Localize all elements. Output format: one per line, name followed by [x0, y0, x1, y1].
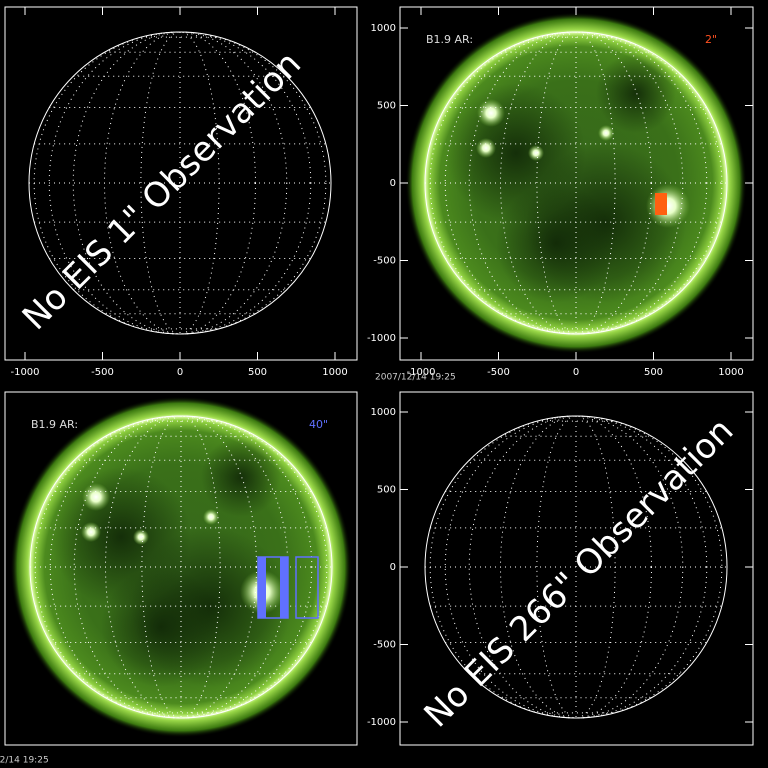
timestamp: 2007/12/14 19:25 [0, 756, 49, 766]
bright-point [82, 483, 110, 511]
coronal-hole [101, 567, 221, 687]
grid-longitude [34, 415, 328, 719]
y-tick-label: 1000 [371, 23, 396, 34]
grid-longitude [48, 31, 312, 335]
grid-longitude [140, 31, 220, 335]
panel-frame [399, 391, 754, 746]
grid-longitude [49, 415, 313, 719]
solar-limb [424, 31, 728, 335]
eis-slit [655, 193, 667, 215]
slit-label: 2" [705, 33, 717, 46]
solar-limb [29, 415, 333, 719]
x-tick-label: 1000 [718, 367, 743, 378]
y-tick-label: -500 [373, 640, 396, 651]
panel: B1.9 AR: 40" 2007/12/14 19:25 [0, 391, 358, 766]
bright-point [476, 138, 496, 158]
bright-point [203, 509, 219, 525]
grid-longitude [105, 415, 257, 719]
bright-point [81, 522, 101, 542]
panel-image [424, 415, 728, 719]
grid-longitude [444, 31, 708, 335]
y-tick-label: -1000 [367, 333, 396, 344]
panel-label: B1.9 AR: [426, 33, 473, 46]
eis-raster [295, 556, 319, 619]
x-tick-label: -1000 [406, 367, 435, 378]
coronal-hole [596, 53, 676, 133]
bright-point [477, 99, 505, 127]
eis-slit [258, 557, 266, 618]
grid-longitude [33, 31, 327, 335]
y-tick-label: 500 [377, 101, 396, 112]
solar-limb [424, 415, 728, 719]
x-tick-label: 0 [177, 367, 183, 378]
panel: 1000 500 0 -500 -1000 No EIS 266" Observation [367, 391, 754, 746]
bright-point [598, 125, 614, 141]
grid-longitude [429, 415, 723, 719]
slit-label: 40" [309, 418, 328, 431]
panel-image [405, 12, 747, 354]
active-region [646, 184, 690, 228]
y-tick-label: 0 [390, 178, 396, 189]
grid-longitude [468, 415, 684, 719]
x-tick-label: -500 [91, 367, 114, 378]
bright-point [133, 529, 149, 545]
no-observation-note: No EIS 1" Observation [15, 44, 309, 338]
x-tick-label: 500 [248, 367, 267, 378]
coronal-hole [496, 183, 616, 303]
grid-longitude [468, 31, 684, 335]
x-tick-label: 0 [573, 367, 579, 378]
grid-longitude [429, 31, 723, 335]
panel-frame [4, 6, 358, 361]
grid-longitude [141, 415, 221, 719]
no-observation-note: No EIS 266" Observation [417, 411, 742, 736]
y-tick-label: 0 [390, 562, 396, 573]
eis-slit [280, 557, 288, 618]
x-tick-label: 1000 [322, 367, 347, 378]
y-tick-label: -1000 [367, 717, 396, 728]
y-tick-label: 500 [377, 485, 396, 496]
bright-point [528, 145, 544, 161]
grid-longitude [500, 31, 652, 335]
eis-raster [257, 556, 289, 619]
x-tick-label: -500 [487, 367, 510, 378]
timestamp: 2007/12/14 19:25 [375, 373, 456, 383]
x-tick-label: 500 [644, 367, 663, 378]
grid-longitude [500, 415, 652, 719]
panel: -1000 -500 0 500 1000 No EIS 1" Observation [4, 6, 358, 378]
coronal-hole [201, 437, 281, 517]
grid-longitude [536, 31, 616, 335]
grid-longitude [444, 415, 708, 719]
panel-label: B1.9 AR: [31, 418, 78, 431]
grid-longitude [536, 415, 616, 719]
panel-image [10, 396, 352, 738]
panel: -1000 -500 0 500 1000 1000 500 0 -500 -1000 B1.9 A… [367, 6, 754, 383]
panel-image [28, 31, 332, 335]
y-tick-label: 1000 [371, 407, 396, 418]
panel-frame [4, 391, 358, 746]
grid-longitude [104, 31, 256, 335]
y-tick-label: -500 [373, 256, 396, 267]
x-tick-label: -1000 [10, 367, 39, 378]
grid-longitude [72, 31, 288, 335]
solar-limb [28, 31, 332, 335]
